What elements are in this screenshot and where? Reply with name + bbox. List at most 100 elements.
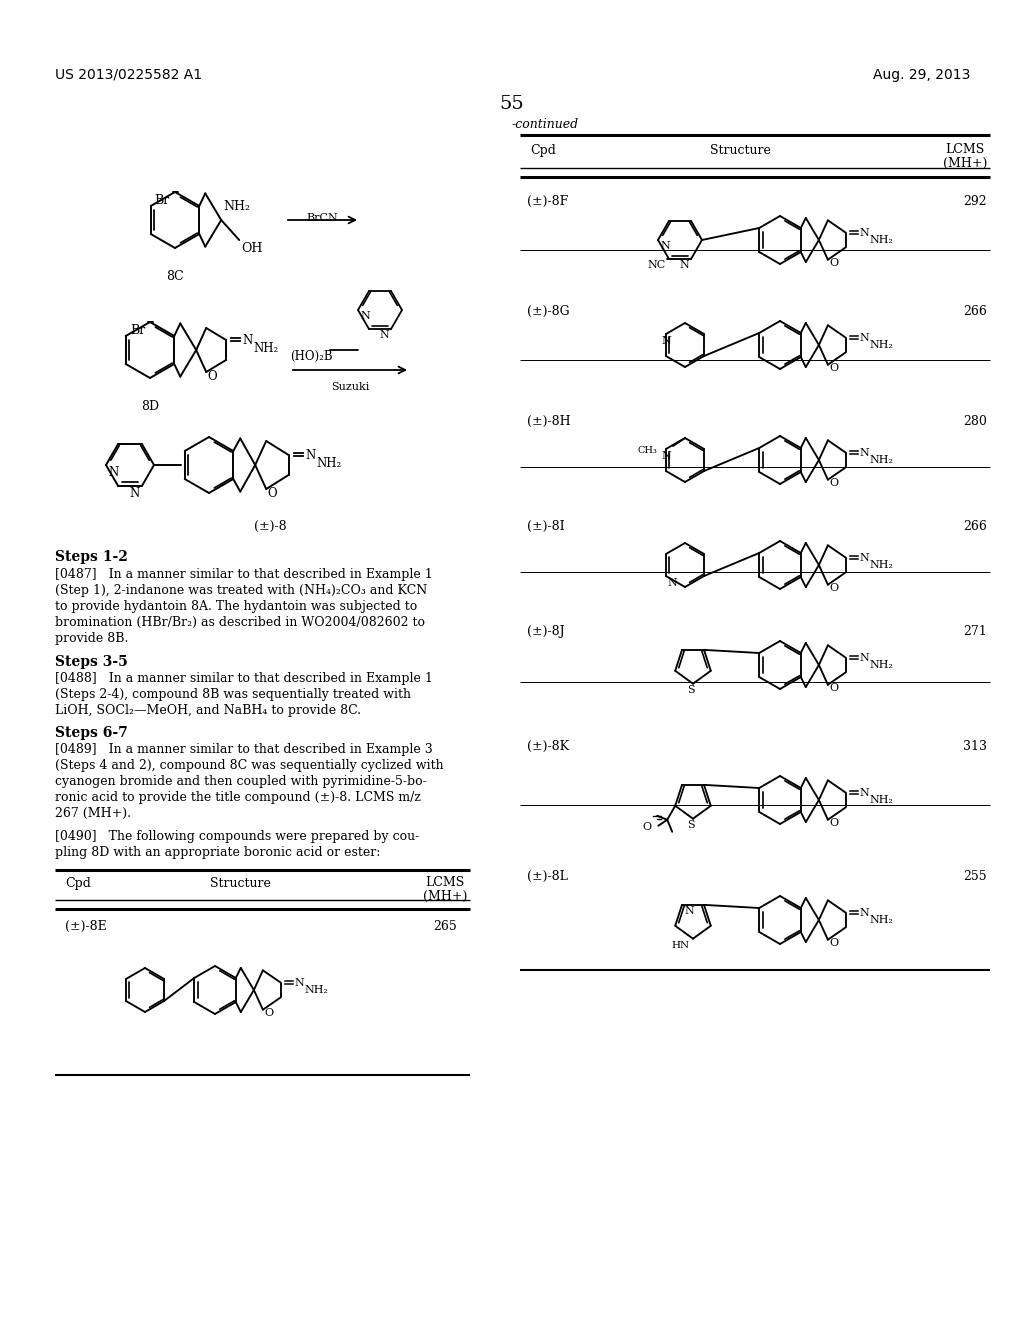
Text: O: O [207, 370, 217, 383]
Text: provide 8B.: provide 8B. [55, 632, 128, 645]
Text: Aug. 29, 2013: Aug. 29, 2013 [872, 69, 970, 82]
Text: N: N [859, 652, 869, 663]
Text: bromination (HBr/Br₂) as described in WO2004/082602 to: bromination (HBr/Br₂) as described in WO… [55, 616, 425, 630]
Text: LCMS: LCMS [425, 876, 465, 888]
Text: NH₂: NH₂ [223, 201, 250, 213]
Text: N: N [295, 978, 304, 987]
Text: O: O [828, 478, 838, 487]
Text: NH₂: NH₂ [869, 235, 893, 244]
Text: (Step 1), 2-indanone was treated with (NH₄)₂CO₃ and KCN: (Step 1), 2-indanone was treated with (N… [55, 583, 427, 597]
Text: O: O [828, 582, 838, 593]
Text: 8D: 8D [141, 400, 159, 413]
Text: NH₂: NH₂ [316, 458, 341, 470]
Text: (Steps 4 and 2), compound 8C was sequentially cyclized with: (Steps 4 and 2), compound 8C was sequent… [55, 759, 443, 772]
Text: Br: Br [131, 323, 146, 337]
Text: US 2013/0225582 A1: US 2013/0225582 A1 [55, 69, 202, 82]
Text: [0489]   In a manner similar to that described in Example 3: [0489] In a manner similar to that descr… [55, 743, 433, 756]
Text: (±)-8I: (±)-8I [527, 520, 564, 533]
Text: LiOH, SOCl₂—MeOH, and NaBH₄ to provide 8C.: LiOH, SOCl₂—MeOH, and NaBH₄ to provide 8… [55, 704, 361, 717]
Text: 55: 55 [500, 95, 524, 114]
Text: (±)-8G: (±)-8G [527, 305, 569, 318]
Text: N: N [859, 227, 869, 238]
Text: Br: Br [155, 194, 170, 207]
Text: (±)-8F: (±)-8F [527, 195, 568, 209]
Text: Steps 6-7: Steps 6-7 [55, 726, 128, 741]
Text: O: O [828, 937, 838, 948]
Text: O: O [267, 487, 276, 500]
Text: (±)-8L: (±)-8L [527, 870, 568, 883]
Text: (±)-8H: (±)-8H [527, 414, 570, 428]
Text: 267 (MH+).: 267 (MH+). [55, 807, 131, 820]
Text: (±)-8K: (±)-8K [527, 741, 569, 752]
Text: N: N [668, 578, 678, 587]
Text: O: O [828, 817, 838, 828]
Text: N: N [679, 260, 689, 271]
Text: BrCN: BrCN [306, 213, 338, 223]
Text: [0488]   In a manner similar to that described in Example 1: [0488] In a manner similar to that descr… [55, 672, 433, 685]
Text: Suzuki: Suzuki [331, 381, 370, 392]
Text: O: O [642, 822, 651, 832]
Text: N: N [662, 451, 671, 461]
Text: N: N [684, 906, 693, 916]
Text: N: N [379, 330, 389, 341]
Text: N: N [243, 334, 253, 347]
Text: (MH+): (MH+) [943, 157, 987, 170]
Text: N: N [859, 447, 869, 458]
Text: [0490]   The following compounds were prepared by cou-: [0490] The following compounds were prep… [55, 830, 419, 843]
Text: N: N [859, 908, 869, 917]
Text: Structure: Structure [210, 876, 270, 890]
Text: N: N [130, 487, 140, 500]
Text: N: N [859, 333, 869, 342]
Text: 313: 313 [963, 741, 987, 752]
Text: 255: 255 [964, 870, 987, 883]
Text: (±)-8J: (±)-8J [527, 624, 564, 638]
Text: O: O [264, 1007, 273, 1018]
Text: N: N [360, 312, 370, 321]
Text: pling 8D with an appropriate boronic acid or ester:: pling 8D with an appropriate boronic aci… [55, 846, 380, 859]
Text: Cpd: Cpd [530, 144, 556, 157]
Text: 292: 292 [964, 195, 987, 209]
Text: NH₂: NH₂ [869, 339, 893, 350]
Text: NH₂: NH₂ [869, 560, 893, 569]
Text: 265: 265 [433, 920, 457, 933]
Text: HN: HN [672, 941, 690, 949]
Text: [0487]   In a manner similar to that described in Example 1: [0487] In a manner similar to that descr… [55, 568, 433, 581]
Text: NH₂: NH₂ [869, 454, 893, 465]
Text: Steps 3-5: Steps 3-5 [55, 655, 128, 669]
Text: NH₂: NH₂ [253, 342, 279, 355]
Text: Structure: Structure [710, 144, 770, 157]
Text: 266: 266 [963, 305, 987, 318]
Text: cyanogen bromide and then coupled with pyrimidine-5-bo-: cyanogen bromide and then coupled with p… [55, 775, 427, 788]
Text: NH₂: NH₂ [869, 660, 893, 669]
Text: OH: OH [242, 242, 262, 255]
Text: NH₂: NH₂ [869, 915, 893, 924]
Text: NH₂: NH₂ [304, 985, 329, 994]
Text: O: O [828, 257, 838, 268]
Text: -continued: -continued [511, 117, 579, 131]
Text: N: N [859, 788, 869, 797]
Text: 271: 271 [964, 624, 987, 638]
Text: CH₃: CH₃ [637, 446, 657, 455]
Text: (Steps 2-4), compound 8B was sequentially treated with: (Steps 2-4), compound 8B was sequentiall… [55, 688, 411, 701]
Text: N: N [305, 449, 315, 462]
Text: ronic acid to provide the title compound (±)-8. LCMS m/z: ronic acid to provide the title compound… [55, 791, 421, 804]
Text: O: O [828, 682, 838, 693]
Text: N: N [662, 337, 671, 346]
Text: N: N [108, 466, 118, 479]
Text: (MH+): (MH+) [423, 890, 467, 903]
Text: 8C: 8C [166, 271, 184, 282]
Text: Cpd: Cpd [65, 876, 91, 890]
Text: S: S [687, 685, 695, 694]
Text: 266: 266 [963, 520, 987, 533]
Text: 280: 280 [963, 414, 987, 428]
Text: NH₂: NH₂ [869, 795, 893, 804]
Text: Steps 1-2: Steps 1-2 [55, 550, 128, 564]
Text: (±)-8E: (±)-8E [65, 920, 106, 933]
Text: O: O [828, 363, 838, 372]
Text: S: S [687, 820, 695, 830]
Text: LCMS: LCMS [945, 143, 985, 156]
Text: (±)-8: (±)-8 [254, 520, 287, 533]
Text: N: N [660, 242, 670, 251]
Text: N: N [859, 553, 869, 562]
Text: to provide hydantoin 8A. The hydantoin was subjected to: to provide hydantoin 8A. The hydantoin w… [55, 601, 417, 612]
